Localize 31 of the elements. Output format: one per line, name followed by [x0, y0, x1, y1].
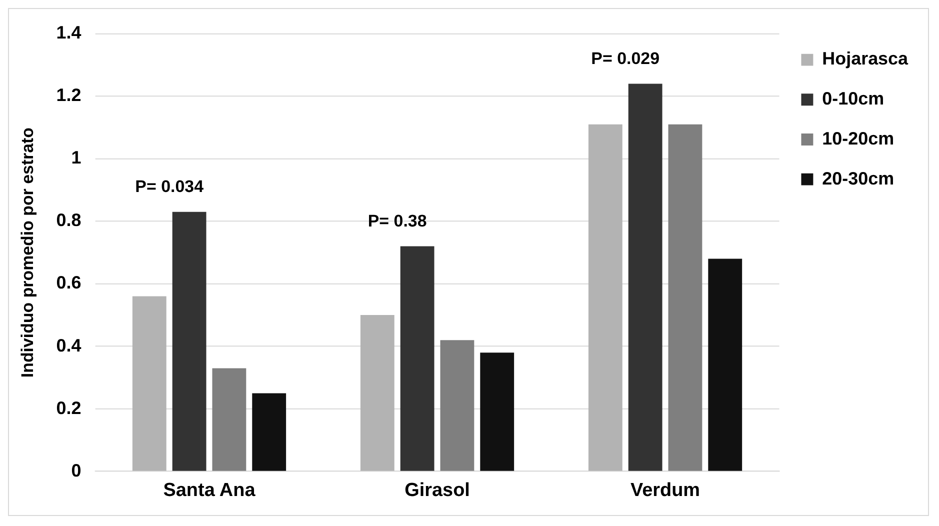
- legend-label: Hojarasca: [822, 48, 910, 69]
- x-tick-label: Verdum: [630, 480, 700, 501]
- y-tick-label: 1.2: [56, 85, 82, 106]
- legend-label: 20-30cm: [822, 168, 894, 188]
- x-tick-label: Girasol: [404, 480, 470, 501]
- y-tick-label: 0.4: [56, 335, 82, 356]
- bar: [668, 124, 702, 471]
- x-tick-label: Santa Ana: [163, 480, 256, 501]
- bar: [440, 340, 474, 471]
- y-tick-label: 0: [71, 460, 82, 480]
- bar: [628, 84, 662, 471]
- bar: [360, 315, 394, 471]
- bar: [212, 368, 246, 471]
- y-tick-label: 0.2: [56, 398, 82, 418]
- bar: [400, 246, 434, 471]
- bar: [480, 352, 514, 471]
- annotation: P= 0.38: [368, 212, 427, 231]
- y-tick-label: 0.6: [56, 272, 82, 293]
- annotation: P= 0.029: [591, 49, 660, 68]
- bar: [132, 296, 166, 471]
- y-tick-label: 0.8: [56, 210, 82, 230]
- bar: [588, 124, 622, 471]
- y-tick-label: 1.4: [56, 22, 82, 43]
- bar: [172, 212, 206, 471]
- bar: [252, 393, 286, 471]
- annotation: P= 0.034: [135, 177, 204, 196]
- y-tick-label: 1: [71, 148, 82, 168]
- legend-label: 10-20cm: [822, 128, 894, 148]
- y-axis-title: Individuo promedio por estrato: [18, 127, 37, 378]
- legend-label: 0-10cm: [822, 88, 884, 109]
- bar: [708, 258, 742, 471]
